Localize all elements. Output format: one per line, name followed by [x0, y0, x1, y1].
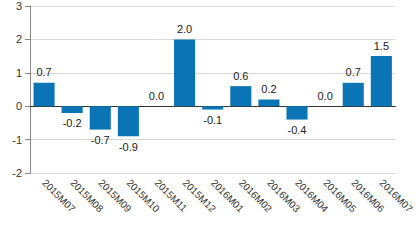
svg-text:2016M02: 2016M02 [236, 177, 275, 215]
svg-text:-0.7: -0.7 [91, 134, 110, 146]
svg-text:2015M11: 2015M11 [152, 177, 190, 214]
svg-text:2016M03: 2016M03 [265, 177, 303, 215]
svg-text:-2: -2 [12, 167, 22, 179]
svg-text:2015M12: 2015M12 [180, 177, 218, 215]
svg-text:2: 2 [16, 33, 22, 45]
svg-text:-0.4: -0.4 [288, 124, 307, 136]
svg-text:2016M05: 2016M05 [321, 177, 359, 215]
svg-text:0.6: 0.6 [233, 70, 248, 82]
svg-text:2.0: 2.0 [177, 23, 192, 35]
svg-text:1: 1 [16, 67, 22, 79]
svg-text:-1: -1 [12, 134, 22, 146]
svg-text:3: 3 [16, 0, 22, 12]
svg-text:0.7: 0.7 [346, 66, 361, 78]
svg-text:2015M09: 2015M09 [96, 177, 134, 215]
svg-text:-0.2: -0.2 [63, 117, 82, 129]
svg-text:2016M07: 2016M07 [377, 177, 415, 215]
svg-text:2015M07: 2015M07 [40, 177, 78, 215]
svg-text:2015M08: 2015M08 [68, 177, 106, 215]
svg-text:-0.1: -0.1 [203, 114, 222, 126]
svg-text:2016M06: 2016M06 [349, 177, 387, 215]
svg-text:2016M01: 2016M01 [208, 177, 246, 215]
svg-text:2015M10: 2015M10 [124, 177, 162, 215]
svg-text:0.0: 0.0 [317, 90, 332, 102]
svg-text:2016M04: 2016M04 [293, 177, 331, 215]
svg-text:0: 0 [16, 100, 22, 112]
svg-text:1.5: 1.5 [374, 40, 389, 52]
svg-text:0.2: 0.2 [261, 83, 276, 95]
svg-text:-0.9: -0.9 [119, 141, 138, 153]
svg-text:0.7: 0.7 [36, 66, 51, 78]
svg-text:0.0: 0.0 [149, 90, 164, 102]
